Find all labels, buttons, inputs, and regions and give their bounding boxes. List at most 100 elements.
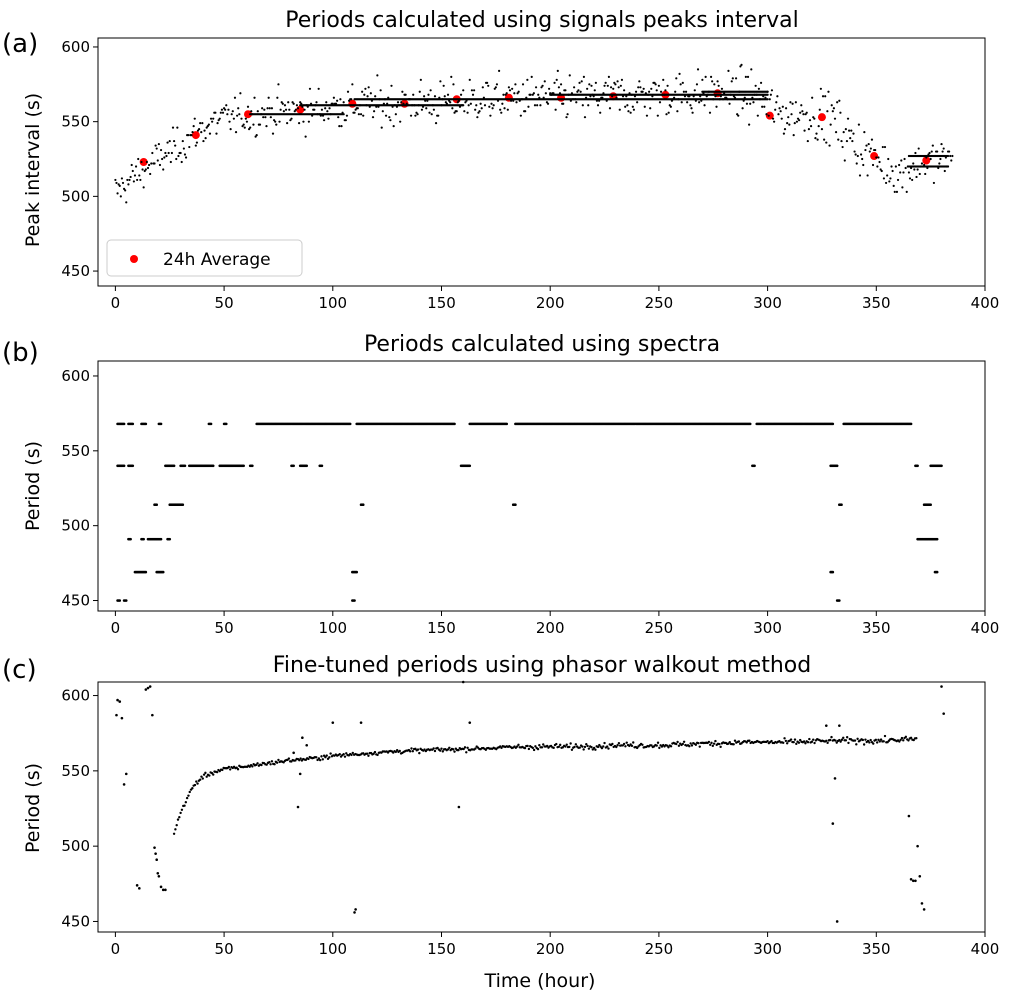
phasor-point: [655, 744, 658, 747]
panel-a: (a) Periods calculated using signals pea…: [2, 8, 999, 312]
peak-point: [748, 123, 751, 126]
peak-point: [267, 96, 270, 99]
peak-point: [912, 162, 915, 165]
peak-point: [450, 75, 453, 78]
phasor-point: [603, 741, 606, 745]
peak-point: [704, 75, 707, 78]
spectral-point: [361, 503, 365, 507]
peak-point: [119, 195, 122, 198]
phasor-point: [915, 737, 918, 740]
phasor-point: [847, 741, 850, 745]
y-tick-label: 500: [61, 187, 90, 205]
phasor-point: [191, 787, 194, 790]
peak-point: [607, 75, 610, 78]
peak-point: [269, 116, 272, 119]
phasor-point: [515, 745, 519, 748]
phasor-outlier: [144, 688, 148, 691]
x-tick-label: 300: [753, 294, 782, 312]
x-tick-label: 250: [645, 294, 674, 312]
peak-point: [667, 111, 670, 114]
peak-point: [709, 75, 713, 78]
peak-point: [169, 160, 172, 164]
peak-point: [130, 163, 133, 167]
peak-point: [262, 116, 265, 119]
phasor-point: [298, 758, 301, 762]
phasor-outlier: [353, 911, 356, 914]
peak-point: [190, 134, 193, 137]
phasor-point: [338, 752, 341, 756]
peak-point: [548, 87, 551, 90]
peak-point: [114, 178, 117, 182]
spectral-point: [131, 464, 135, 468]
peak-point: [462, 104, 465, 107]
peak-point: [396, 101, 400, 104]
peak-point: [932, 181, 936, 185]
peak-point: [891, 169, 894, 173]
peak-point: [279, 108, 282, 111]
peak-point: [916, 168, 919, 171]
phasor-point: [277, 758, 280, 762]
peak-point: [642, 87, 645, 90]
peak-point: [199, 122, 202, 125]
peak-point: [399, 120, 402, 123]
phasor-outlier: [151, 713, 154, 717]
x-tick-label: 250: [645, 940, 674, 958]
peak-point: [789, 101, 792, 104]
average-point: [244, 110, 253, 119]
phasor-point: [879, 738, 883, 741]
peak-point: [481, 86, 484, 89]
peak-point: [918, 172, 921, 176]
spectral-point: [144, 570, 148, 574]
phasor-outlier: [124, 772, 128, 776]
y-tick-label: 500: [61, 837, 90, 855]
phasor-point: [457, 748, 460, 752]
phasor-point: [251, 765, 254, 768]
peak-point: [127, 183, 130, 186]
phasor-point: [632, 741, 635, 744]
phasor-point: [624, 745, 627, 748]
peak-point: [214, 111, 217, 114]
phasor-point: [681, 742, 685, 746]
peak-point: [197, 128, 201, 131]
phasor-point: [552, 746, 555, 750]
peak-point: [366, 95, 369, 98]
peak-point: [274, 120, 277, 123]
peak-point: [139, 178, 142, 182]
peak-point: [768, 98, 771, 101]
peak-point: [612, 87, 615, 90]
peak-point: [877, 156, 880, 159]
peak-point: [452, 83, 455, 86]
phasor-point: [196, 782, 199, 785]
phasor-point: [329, 752, 332, 755]
peak-point: [161, 157, 164, 161]
peak-point: [656, 114, 659, 117]
x-tick-label: 0: [111, 940, 121, 958]
y-tick-label: 600: [61, 687, 90, 705]
spectral-point: [838, 599, 841, 602]
spectral-point: [355, 570, 359, 574]
peak-point: [149, 172, 152, 176]
phasor-point: [875, 741, 879, 744]
peak-point: [737, 114, 740, 117]
phasor-point: [321, 758, 324, 761]
phasor-point: [185, 796, 189, 800]
x-tick-label: 250: [645, 619, 674, 637]
peak-point: [384, 114, 388, 117]
peak-point: [434, 122, 438, 125]
phasor-point: [376, 753, 379, 757]
phasor-outlier: [135, 884, 139, 887]
peak-point: [562, 102, 565, 105]
phasor-point: [868, 741, 871, 744]
panel-b-frame: [97, 360, 986, 612]
spectral-point: [835, 464, 839, 468]
peak-point: [219, 111, 222, 114]
phasor-point: [581, 745, 584, 748]
x-tick-label: 400: [971, 619, 1000, 637]
peak-point: [543, 80, 546, 83]
peak-point: [788, 123, 791, 126]
peak-point: [749, 102, 752, 105]
peak-point: [590, 84, 593, 87]
peak-point: [342, 101, 345, 104]
phasor-point: [607, 747, 610, 750]
peak-point: [220, 108, 224, 111]
